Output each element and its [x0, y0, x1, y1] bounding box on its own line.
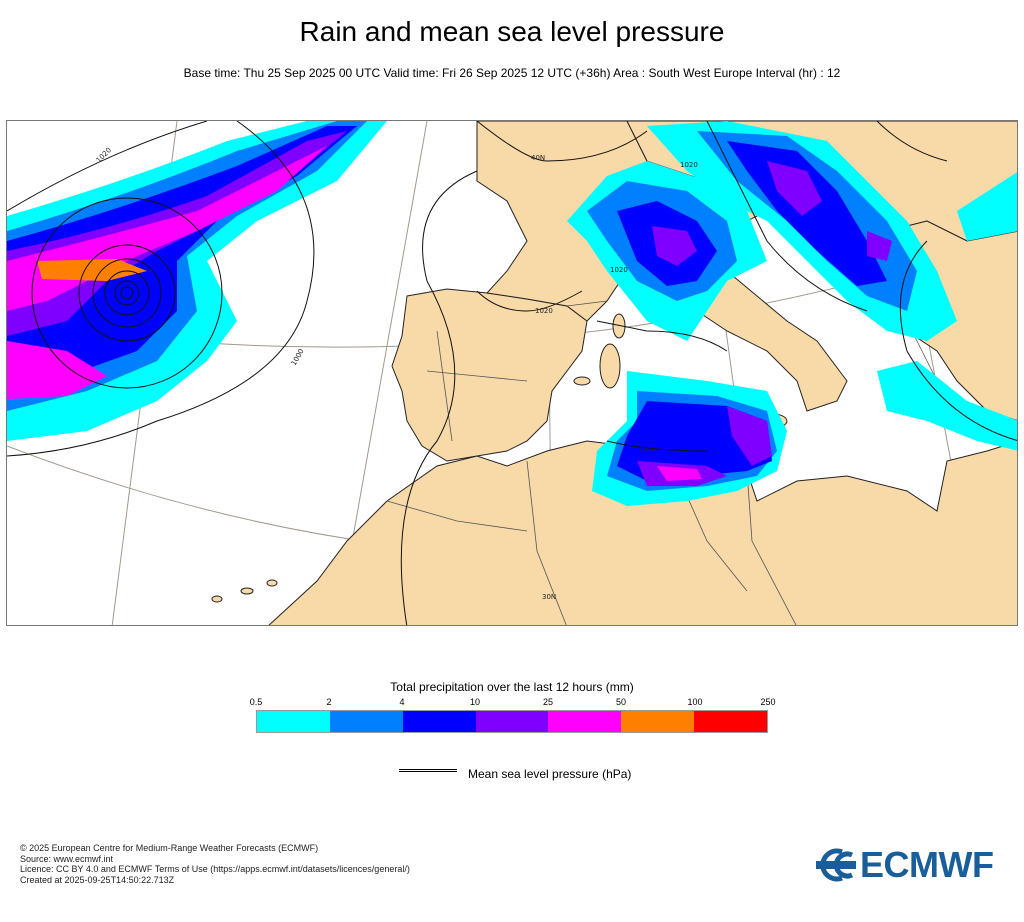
ecmwf-logo-text: ECMWF: [860, 844, 994, 885]
colorbar-swatch: [694, 711, 768, 732]
footer-created: Created at 2025-09-25T14:50:22.713Z: [20, 874, 175, 885]
legend-tick: 0.5: [249, 697, 263, 707]
contour-label: 1020: [680, 161, 698, 169]
land-iberia: [391, 288, 588, 462]
legend-tick: 50: [615, 697, 627, 707]
ecmwf-logo: ECMWF: [812, 846, 1008, 884]
colorbar-swatch: [402, 711, 476, 732]
legend-tick: 4: [399, 697, 405, 707]
map-svg: 1020 1020 1020 1020 1000 1020 30N 40N: [7, 121, 1017, 625]
contour-label: 1020: [639, 446, 657, 454]
colorbar-swatch: [621, 711, 695, 732]
map-panel: 1020 1020 1020 1020 1000 1020 30N 40N: [6, 120, 1018, 626]
chart-subtitle: Base time: Thu 25 Sep 2025 00 UTC Valid …: [183, 66, 841, 80]
footer-credits: © 2025 European Centre for Medium-Range …: [20, 843, 410, 885]
footer-copyright: © 2025 European Centre for Medium-Range …: [20, 843, 319, 853]
footer-source: Source: www.ecmwf.int: [20, 853, 114, 864]
legend-title: Total precipitation over the last 12 hou…: [390, 680, 634, 694]
precipitation-colorbar: [256, 710, 768, 733]
legend-tick: 25: [542, 697, 554, 707]
graticule-label: 30N: [542, 593, 556, 601]
contour-label: 1020: [610, 266, 628, 274]
ecmwf-logo-icon: [816, 848, 856, 882]
legend-tick: 2: [326, 697, 332, 707]
contour-label: 1020: [95, 146, 113, 164]
legend-tick: 250: [760, 697, 776, 707]
colorbar-swatch: [475, 711, 549, 732]
pressure-legend-line: [399, 769, 457, 772]
chart-title: Rain and mean sea level pressure: [299, 16, 725, 47]
legend-tick: 10: [469, 697, 481, 707]
legend-tick: 100: [687, 697, 703, 707]
precipitation-fields: [7, 121, 1017, 506]
contour-label: 1020: [535, 307, 553, 315]
isobars: [7, 121, 1017, 625]
colorbar-swatch: [548, 711, 622, 732]
contour-label: 1000: [290, 348, 306, 367]
graticule-label: 40N: [531, 154, 545, 162]
colorbar-swatch: [329, 711, 403, 732]
pressure-legend-label: Mean sea level pressure (hPa): [468, 767, 632, 781]
colorbar-swatch: [257, 711, 330, 732]
footer-licence: Licence: CC BY 4.0 and ECMWF Terms of Us…: [20, 864, 410, 874]
